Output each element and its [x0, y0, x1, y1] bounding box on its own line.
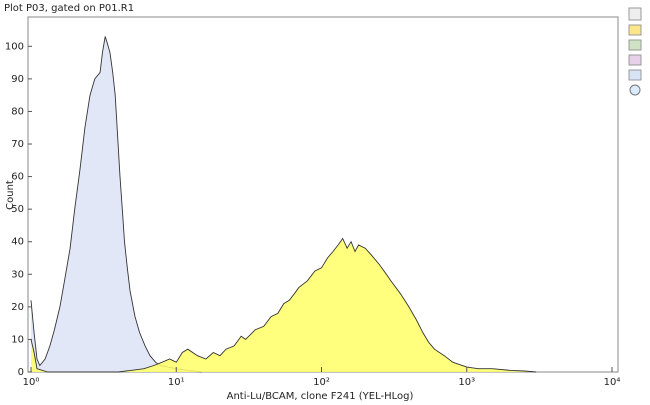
x-tick-label: 10³ [458, 377, 475, 388]
x-tick-label: 10⁰ [23, 377, 40, 388]
tool-icon[interactable] [628, 24, 642, 36]
area-outline [30, 36, 202, 373]
tool-icon[interactable] [628, 7, 642, 21]
y-tick-label: 10 [11, 334, 24, 345]
y-tick-label: 90 [11, 74, 24, 85]
tool-icon[interactable] [629, 84, 641, 96]
y-tick-label: 30 [11, 269, 24, 280]
x-tick-label: 10¹ [168, 377, 185, 388]
y-tick-label: 50 [11, 204, 24, 215]
x-tick-label: 10⁴ [604, 377, 621, 388]
tool-icon[interactable] [628, 69, 642, 81]
y-tick-label: 20 [11, 302, 24, 313]
y-tick-label: 0 [18, 367, 24, 378]
tool-icon[interactable] [628, 54, 642, 66]
y-tick-label: 80 [11, 106, 24, 117]
chart-title: Plot P03, gated on P01.R1 [4, 3, 134, 14]
y-tick-label: 40 [11, 237, 24, 248]
area-outline [30, 237, 537, 373]
y-tick-label: 70 [11, 139, 24, 150]
y-tick-label: 60 [11, 172, 24, 183]
y-tick-label: 100 [5, 41, 24, 52]
x-axis-label: Anti-Lu/BCAM, clone F241 (YEL-HLog) [227, 391, 414, 402]
toolbar [628, 7, 642, 96]
y-axis-label: Count [5, 180, 16, 210]
area-fill [31, 36, 202, 372]
area-fill [31, 238, 537, 372]
x-tick-label: 10² [313, 377, 330, 388]
tool-icon[interactable] [628, 39, 642, 51]
